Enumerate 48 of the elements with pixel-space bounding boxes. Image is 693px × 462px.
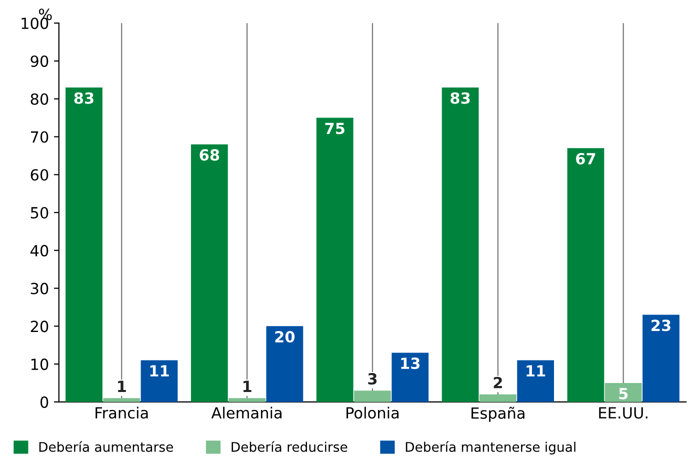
x-tick-label: Polonia — [346, 406, 399, 419]
data-label: 83 — [74, 92, 94, 104]
y-tick-label: 80 — [30, 93, 48, 105]
x-tick-label: España — [472, 406, 524, 422]
bar — [190, 144, 228, 402]
data-label: 13 — [401, 358, 420, 370]
bar — [316, 118, 354, 402]
data-label: 1 — [118, 380, 126, 392]
data-label: 75 — [325, 122, 344, 134]
y-tick-label: 10 — [31, 358, 48, 370]
data-label: 11 — [526, 365, 546, 376]
x-tick-label: Francia — [96, 406, 148, 419]
bar — [442, 88, 479, 402]
y-tick-label: 20 — [30, 320, 48, 332]
data-label: 5 — [619, 388, 628, 400]
bar — [266, 326, 304, 402]
legend-label: Debería mantenerse igual — [406, 441, 576, 454]
bar — [567, 148, 604, 402]
data-label: 1 — [243, 380, 252, 392]
bar — [354, 390, 391, 402]
y-tick-label: 90 — [30, 55, 48, 68]
bar — [103, 398, 140, 402]
data-label: 3 — [368, 373, 377, 385]
data-label: 23 — [652, 320, 670, 332]
bar — [604, 383, 642, 402]
x-tick-label: EE.UU. — [599, 407, 648, 419]
bar — [479, 394, 516, 402]
data-label: 20 — [275, 330, 295, 343]
y-tick-label: 30 — [30, 282, 48, 294]
data-label: 11 — [150, 365, 169, 376]
legend-label: Debería reducirse — [232, 441, 348, 452]
data-label: 83 — [450, 92, 470, 104]
data-label: 67 — [576, 152, 596, 164]
y-tick-label: 0 — [40, 396, 48, 408]
bar — [228, 398, 266, 402]
data-label: 2 — [494, 376, 502, 388]
data-label: 68 — [200, 149, 220, 161]
y-tick-label: 70 — [30, 131, 48, 143]
bar — [642, 314, 680, 402]
y-tick-label: 60 — [30, 169, 48, 181]
bar — [66, 88, 102, 402]
bar — [392, 352, 429, 402]
bar — [140, 360, 178, 402]
y-tick-label: 50 — [30, 206, 48, 219]
legend-label: Debería aumentarse — [39, 441, 173, 452]
bar — [517, 360, 554, 402]
y-tick-label: 40 — [30, 244, 48, 256]
x-tick-label: Alemania — [211, 406, 282, 419]
